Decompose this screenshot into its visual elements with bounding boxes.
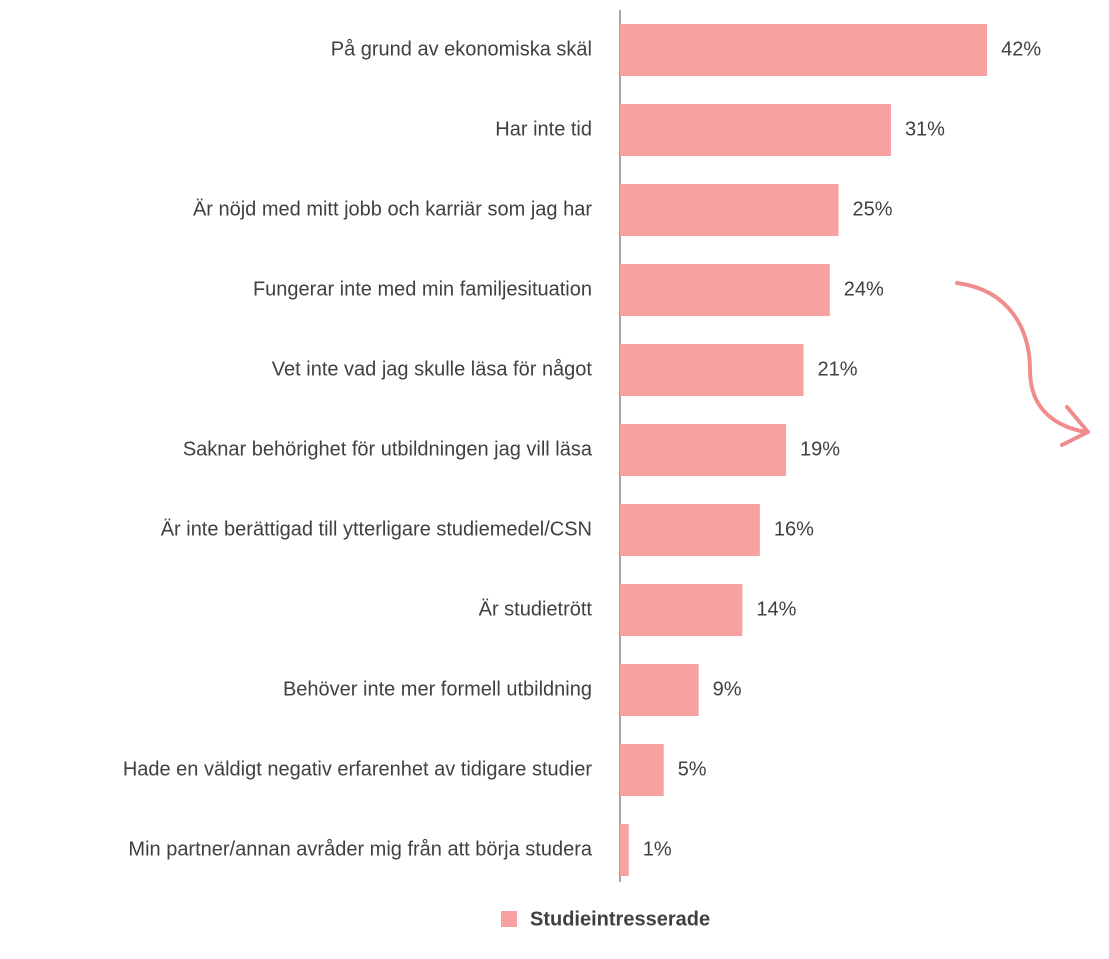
value-label: 5%: [678, 758, 707, 780]
category-label: Har inte tid: [495, 118, 592, 140]
category-label: Är inte berättigad till ytterligare stud…: [161, 518, 592, 540]
bar: [620, 824, 629, 876]
category-label: Hade en väldigt negativ erfarenhet av ti…: [123, 758, 593, 780]
bar: [620, 584, 743, 636]
bar: [620, 424, 787, 476]
legend-text: Studieintresserade: [530, 908, 710, 930]
bar: [620, 744, 664, 796]
bar: [620, 344, 804, 396]
value-label: 31%: [905, 118, 945, 140]
bar: [620, 104, 891, 156]
bar: [620, 184, 839, 236]
category-label: Är nöjd med mitt jobb och karriär som ja…: [193, 198, 592, 220]
arrow-decoration: [955, 281, 1087, 434]
value-label: 25%: [853, 198, 893, 220]
bar: [620, 664, 699, 716]
value-label: 19%: [800, 438, 840, 460]
category-label: Fungerar inte med min familjesituation: [253, 278, 592, 300]
category-label: Behöver inte mer formell utbildning: [283, 678, 592, 700]
value-label: 21%: [818, 358, 858, 380]
value-label: 9%: [713, 678, 742, 700]
value-label: 24%: [844, 278, 884, 300]
arrow-head: [1060, 405, 1090, 447]
category-label: Min partner/annan avråder mig från att b…: [128, 838, 592, 860]
value-label: 42%: [1001, 38, 1041, 60]
category-label: Är studietrött: [479, 598, 593, 620]
category-label: Saknar behörighet för utbildningen jag v…: [183, 438, 593, 460]
value-label: 14%: [756, 598, 796, 620]
value-label: 16%: [774, 518, 814, 540]
category-label: På grund av ekonomiska skäl: [331, 38, 592, 60]
category-label: Vet inte vad jag skulle läsa för något: [272, 358, 593, 380]
bar: [620, 24, 988, 76]
value-label: 1%: [643, 838, 672, 860]
legend-swatch: [501, 911, 517, 927]
bar: [620, 504, 760, 556]
bar: [620, 264, 830, 316]
